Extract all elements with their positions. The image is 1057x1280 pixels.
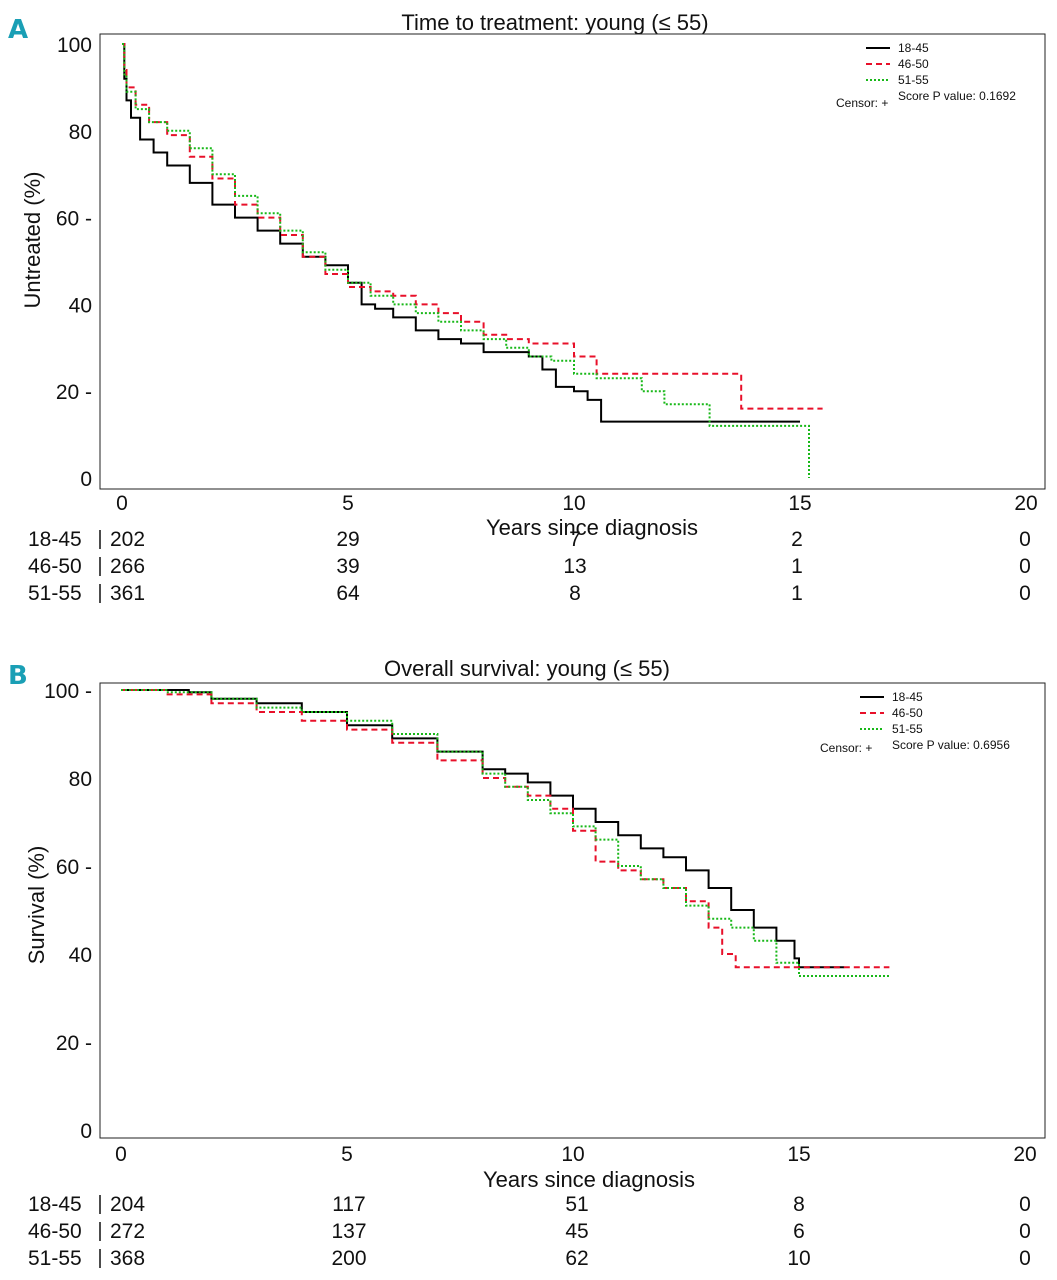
panel-b-risk-value: 368 — [110, 1247, 145, 1270]
panel-b-ytick-label: 60 - — [56, 856, 92, 879]
panel-b-risk-value: 10 — [787, 1247, 810, 1270]
panel-b-risk-value: 45 — [565, 1220, 588, 1243]
panel-a: A Time to treatment: young (≤ 55) Untrea… — [8, 10, 1046, 605]
panel-a-curves — [122, 43, 823, 478]
panel-b-curve-18-45 — [121, 689, 845, 969]
legend-b-pvalue: Score P value: 0.6956 — [892, 738, 1010, 752]
panel-a-risk-value: 0 — [1019, 582, 1031, 605]
panel-b-title: Overall survival: young (≤ 55) — [384, 656, 670, 681]
panel-b-xtick-label: 15 — [787, 1143, 810, 1166]
panel-a-risk-group-46-50: 46-50 — [28, 555, 82, 578]
panel-a-frame — [99, 33, 1046, 490]
panel-a-curve-46-50 — [122, 43, 823, 410]
panel-b-xtick-label: 20 — [1013, 1143, 1036, 1166]
panel-a-ytick-label: 0 — [80, 468, 92, 491]
panel-a-xtick-label: 5 — [342, 492, 354, 515]
panel-a-ytick-label: 100 — [57, 34, 92, 57]
panel-a-risk-value: 2 — [791, 528, 803, 551]
panel-b-risk-value: 0 — [1019, 1220, 1031, 1243]
panel-b-curve-51-55 — [121, 689, 890, 977]
panel-a-xtick-label: 10 — [562, 492, 585, 515]
panel-a-ytick-label: 80 — [69, 121, 92, 144]
panel-a-legend: 18-45 46-50 51-55 Censor: + Score P valu… — [836, 41, 1016, 110]
panel-b-legend: 18-45 46-50 51-55 Censor: + Score P valu… — [820, 690, 1010, 755]
panel-b-risk-value: 51 — [565, 1193, 588, 1216]
panel-b-ytick-label: 100 - — [44, 680, 92, 703]
panel-a-risk-value: 64 — [336, 582, 360, 605]
panel-a-risk-value: 1 — [791, 582, 803, 605]
panel-a-risk-value: 39 — [336, 555, 359, 578]
panel-b: B Overall survival: young (≤ 55) Surviva… — [8, 656, 1046, 1270]
panel-a-risk-group-18-45: 18-45 — [28, 528, 82, 551]
panel-b-curve-46-50 — [121, 689, 890, 969]
legend-a-label-18-45: 18-45 — [898, 41, 929, 55]
panel-b-xlabel: Years since diagnosis — [483, 1167, 695, 1192]
panel-a-risk-value: 361 — [110, 582, 145, 605]
panel-b-risk-table: 18-45 204 117 51 8 0 46-50 272 137 45 6 0 51-55 368 20… — [28, 1193, 1031, 1270]
panel-b-risk-value: 0 — [1019, 1193, 1031, 1216]
panel-a-xtick-label: 15 — [788, 492, 811, 515]
panel-a-risk-table: 18-45 202 29 7 2 0 46-50 266 39 13 1 0 51-55 361 64 8 1 0 — [28, 528, 1031, 605]
panel-a-risk-value: 202 — [110, 528, 145, 551]
panel-b-risk-value: 204 — [110, 1193, 145, 1216]
legend-b-label-18-45: 18-45 — [892, 690, 923, 704]
panel-b-letter: B — [8, 661, 28, 691]
panel-b-risk-group-46-50: 46-50 — [28, 1220, 82, 1243]
panel-a-risk-value: 1 — [791, 555, 803, 578]
panel-a-risk-value: 0 — [1019, 528, 1031, 551]
panel-b-risk-value: 8 — [793, 1193, 805, 1216]
panel-a-xtick-label: 0 — [116, 492, 128, 515]
panel-a-risk-group-51-55: 51-55 — [28, 582, 82, 605]
legend-b-label-51-55: 51-55 — [892, 722, 923, 736]
panel-b-risk-group-18-45: 18-45 — [28, 1193, 82, 1216]
panel-a-letter: A — [8, 15, 28, 45]
panel-a-ytick-label: 20 - — [56, 381, 92, 404]
panel-a-xlabel: Years since diagnosis — [486, 515, 698, 540]
panel-a-ticks: 0 20 - 40 60 - 80 100 0 5 10 15 20 — [56, 34, 1038, 515]
legend-a-censor: Censor: + — [836, 96, 888, 110]
panel-b-ytick-label: 0 — [80, 1120, 92, 1143]
legend-a-label-51-55: 51-55 — [898, 73, 929, 87]
panel-a-risk-value: 7 — [569, 528, 581, 551]
legend-a-pvalue: Score P value: 0.1692 — [898, 89, 1016, 103]
panel-b-curves — [121, 689, 890, 977]
panel-b-risk-value: 200 — [331, 1247, 366, 1270]
panel-b-ytick-label: 40 — [69, 944, 92, 967]
panel-a-ytick-label: 60 - — [56, 208, 92, 231]
panel-b-xtick-label: 10 — [561, 1143, 584, 1166]
legend-b-label-46-50: 46-50 — [892, 706, 923, 720]
panel-a-curve-51-55 — [122, 43, 810, 478]
panel-a-curve-18-45 — [122, 43, 800, 423]
panel-b-risk-value: 117 — [332, 1193, 365, 1216]
panel-b-risk-value: 62 — [565, 1247, 588, 1270]
panel-a-risk-value: 13 — [563, 555, 586, 578]
panel-b-risk-value: 0 — [1019, 1247, 1031, 1270]
panel-a-risk-value: 29 — [336, 528, 359, 551]
panel-b-risk-value: 6 — [793, 1220, 805, 1243]
panel-b-ytick-label: 80 — [69, 768, 92, 791]
panel-a-risk-value: 8 — [569, 582, 581, 605]
legend-a-label-46-50: 46-50 — [898, 57, 929, 71]
panel-b-risk-group-51-55: 51-55 — [28, 1247, 82, 1270]
panel-b-xtick-label: 5 — [341, 1143, 353, 1166]
panel-b-risk-value: 272 — [110, 1220, 145, 1243]
panel-a-risk-value: 266 — [110, 555, 145, 578]
panel-b-frame — [99, 682, 1046, 1139]
panel-a-xtick-label: 20 — [1014, 492, 1037, 515]
panel-a-title: Time to treatment: young (≤ 55) — [401, 10, 708, 35]
panel-b-ticks: 0 20 - 40 60 - 80 100 - 0 5 10 15 20 — [44, 680, 1037, 1166]
panel-a-ylabel: Untreated (%) — [20, 172, 45, 309]
panel-b-risk-value: 137 — [331, 1220, 366, 1243]
panel-b-xtick-label: 0 — [115, 1143, 127, 1166]
panel-a-ytick-label: 40 — [69, 294, 92, 317]
legend-b-censor: Censor: + — [820, 741, 872, 755]
panel-b-ytick-label: 20 - — [56, 1032, 92, 1055]
panel-b-ylabel: Survival (%) — [24, 846, 49, 965]
panel-a-risk-value: 0 — [1019, 555, 1031, 578]
